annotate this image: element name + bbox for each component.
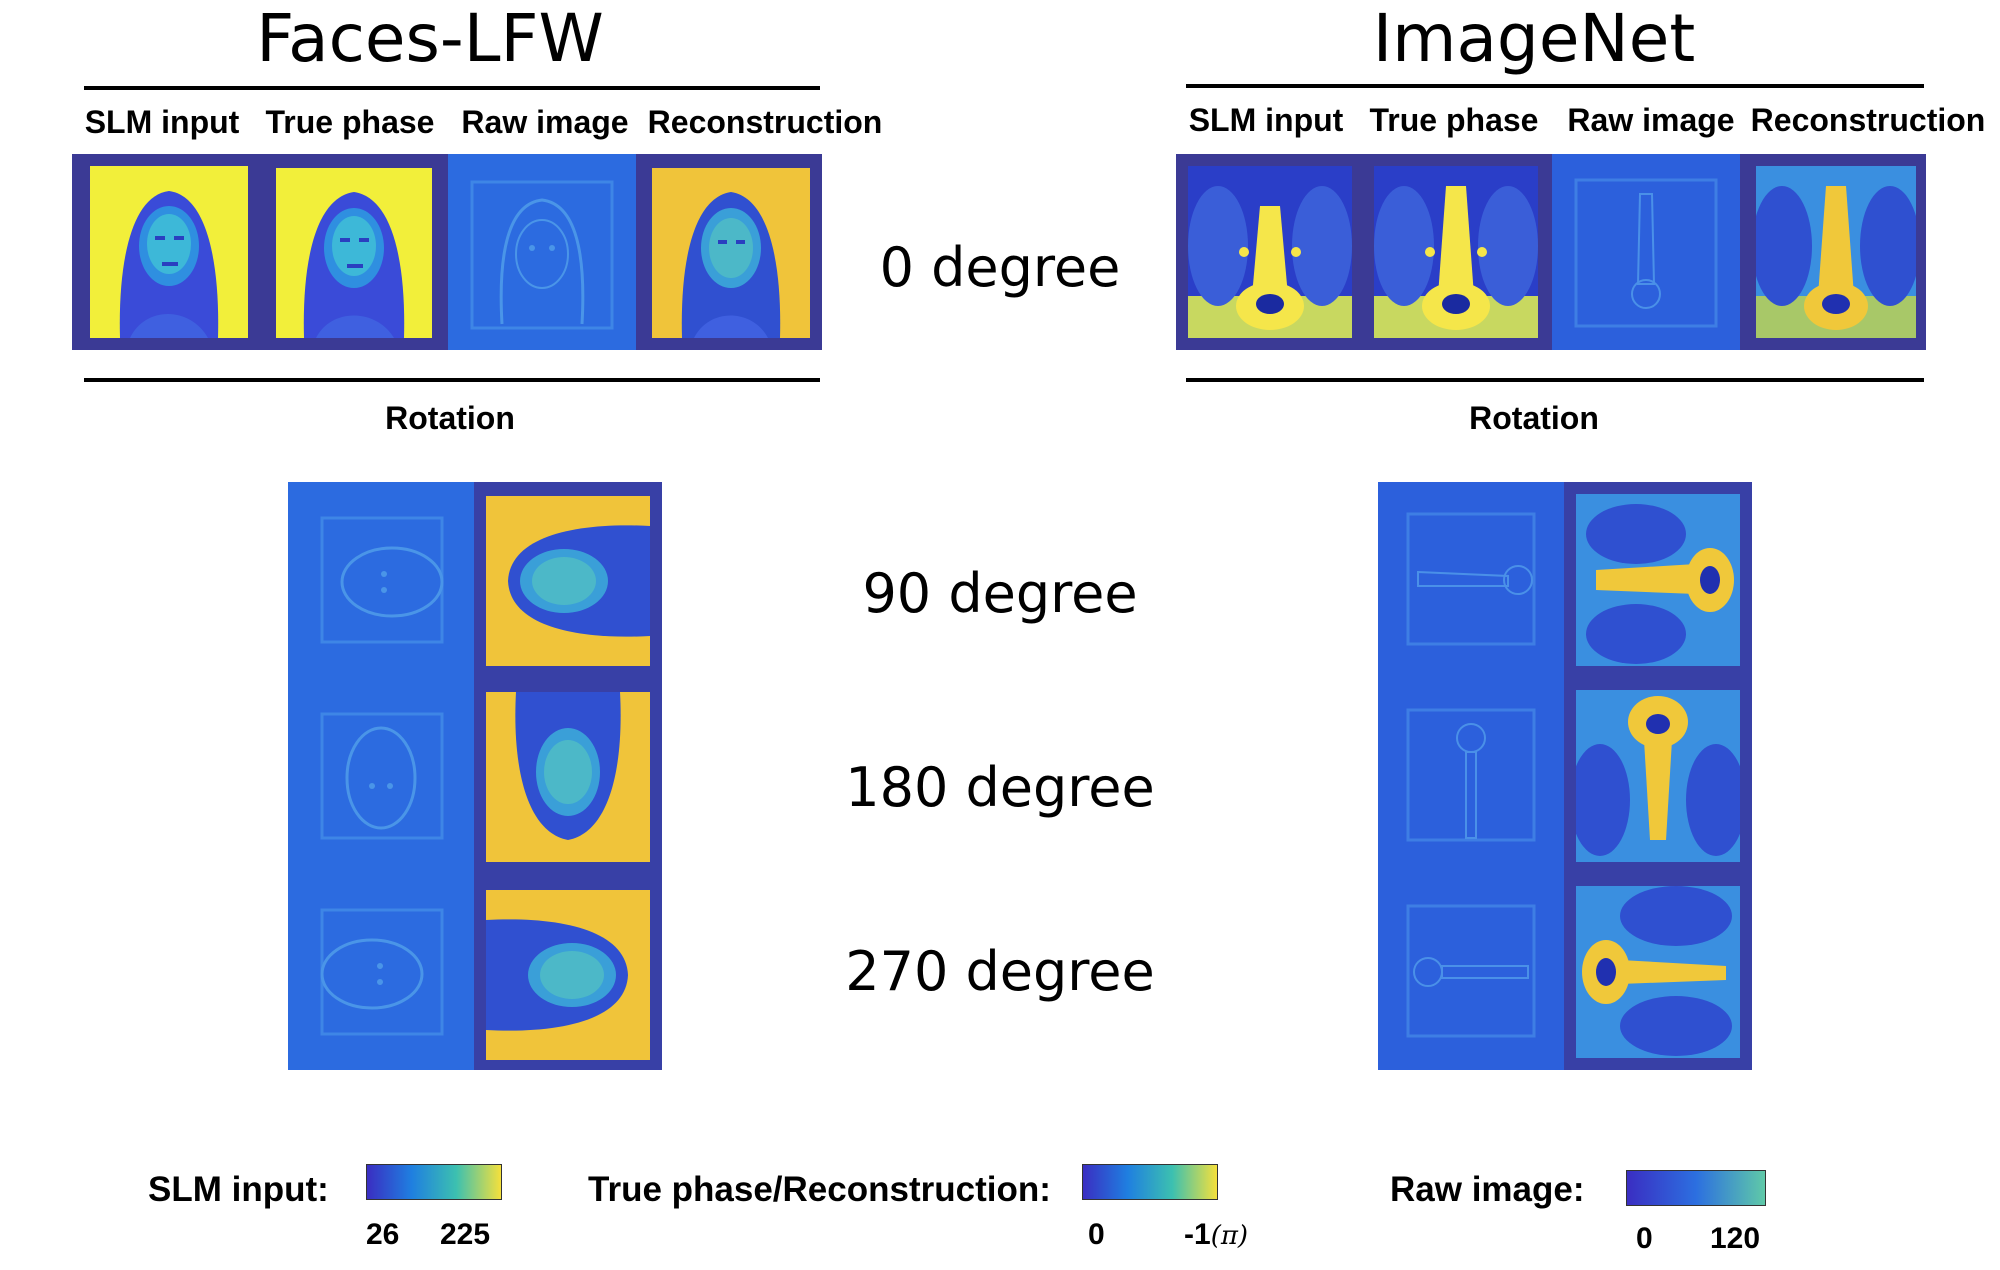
dog-reconstruction-90deg xyxy=(1576,494,1740,666)
col-header-true-phase-right: True phase xyxy=(1369,102,1539,138)
image-strip-imagenet-0deg xyxy=(1176,154,1926,350)
rotation-header-left: Rotation xyxy=(385,400,515,436)
col-header-slm-input-left: SLM input xyxy=(84,104,240,140)
colorbar-slm-input-max: 225 xyxy=(440,1218,491,1251)
rotation-header-right: Rotation xyxy=(1469,400,1599,436)
colorbar-true-phase-max-value: -1 xyxy=(1184,1218,1211,1251)
face-raw-image xyxy=(448,154,636,350)
face-raw-270deg xyxy=(288,874,474,1070)
face-reconstruction-90deg xyxy=(486,496,650,666)
dog-reconstruction-image xyxy=(1756,166,1916,338)
colorbar-raw-image xyxy=(1626,1170,1766,1206)
col-header-raw-image-right: Raw image xyxy=(1567,102,1735,138)
col-header-slm-input-right: SLM input xyxy=(1188,102,1344,138)
face-reconstruction-180deg xyxy=(486,692,650,862)
panel-title-imagenet: ImageNet xyxy=(1372,0,1696,77)
colorbar-true-phase xyxy=(1082,1164,1218,1200)
colorbar-raw-image-min: 0 xyxy=(1636,1222,1653,1255)
face-true-phase-image xyxy=(276,168,432,338)
panel-title-faces-lfw: Faces-LFW xyxy=(256,0,604,77)
dog-raw-90deg xyxy=(1378,482,1564,678)
degree-label-0: 0 degree xyxy=(879,236,1121,299)
rotation-grid-imagenet xyxy=(1378,482,1752,1070)
dog-slm-input-image xyxy=(1188,166,1352,338)
dog-raw-image xyxy=(1552,154,1740,350)
top-rule-left xyxy=(84,86,820,90)
colorbar-raw-image-max: 120 xyxy=(1710,1222,1761,1255)
dog-reconstruction-180deg xyxy=(1576,690,1740,862)
dog-raw-180deg xyxy=(1378,678,1564,874)
col-header-reconstruction-right: Reconstruction xyxy=(1750,102,1986,138)
dog-reconstruction-270deg xyxy=(1576,886,1740,1058)
dog-raw-270deg xyxy=(1378,874,1564,1070)
col-header-reconstruction-left: Reconstruction xyxy=(647,104,883,140)
colorbar-true-phase-max: -1(π) xyxy=(1184,1218,1248,1252)
colorbar-true-phase-min: 0 xyxy=(1088,1218,1105,1251)
col-header-raw-image-left: Raw image xyxy=(461,104,629,140)
image-strip-faces-0deg xyxy=(72,154,822,350)
pi-unit: (π) xyxy=(1210,1221,1249,1251)
degree-label-180: 180 degree xyxy=(845,756,1155,819)
face-raw-90deg xyxy=(288,482,474,678)
colorbar-slm-input-min: 26 xyxy=(366,1218,400,1251)
mid-rule-right xyxy=(1186,378,1924,382)
colorbar-label-raw-image: Raw image: xyxy=(1390,1170,1585,1209)
col-header-true-phase-left: True phase xyxy=(265,104,435,140)
degree-label-90: 90 degree xyxy=(862,562,1138,625)
face-reconstruction-image xyxy=(652,168,810,338)
face-raw-180deg xyxy=(288,678,474,874)
top-rule-right xyxy=(1186,84,1924,88)
mid-rule-left xyxy=(84,378,820,382)
dog-true-phase-image xyxy=(1374,166,1538,338)
colorbar-slm-input xyxy=(366,1164,502,1200)
face-reconstruction-270deg xyxy=(486,890,650,1060)
face-slm-input-image xyxy=(90,166,248,338)
rotation-grid-faces xyxy=(288,482,662,1070)
colorbar-label-slm-input: SLM input: xyxy=(148,1170,329,1209)
degree-label-270: 270 degree xyxy=(845,940,1155,1003)
colorbar-label-true-phase: True phase/Reconstruction: xyxy=(588,1170,1051,1209)
